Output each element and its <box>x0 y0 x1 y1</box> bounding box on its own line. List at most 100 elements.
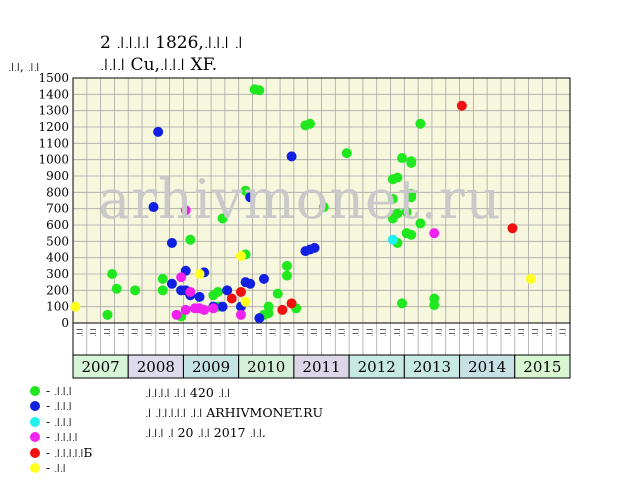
year-label: 2015 <box>523 358 561 376</box>
y-axis-label: ꜌꜌, ꜌꜌ <box>8 60 40 74</box>
quarter-label: ꜌꜌ <box>296 328 306 337</box>
data-point-green <box>157 285 168 296</box>
data-point-green <box>281 270 292 281</box>
data-point-magenta <box>171 309 182 320</box>
quarter-label: ꜌꜌ <box>324 328 334 337</box>
note-line: ꜌꜌꜌꜌ ꜌꜌ 420 ꜌꜌ <box>145 385 231 400</box>
y-tick-label: 700 <box>46 202 69 216</box>
data-point-blue <box>148 202 159 213</box>
year-label: 2008 <box>137 358 175 376</box>
quarter-label: ꜌꜌ <box>365 328 375 337</box>
plot-border <box>72 77 571 324</box>
data-point-magenta <box>180 205 191 216</box>
quarter-label: ꜌꜌ <box>503 328 513 337</box>
legend-item: - ꜌꜌꜌ <box>30 414 92 430</box>
quarter-label: ꜌꜌ <box>282 328 292 337</box>
legend-dot-yellow <box>30 463 40 474</box>
data-point-magenta <box>199 304 210 315</box>
quarter-label: ꜌꜌ <box>158 328 168 337</box>
data-point-green <box>392 208 403 219</box>
data-point-green <box>217 213 228 224</box>
year-label: 2007 <box>82 358 120 376</box>
legend-label: - ꜌꜌꜌ <box>46 414 72 429</box>
data-point-blue <box>166 237 177 248</box>
data-point-green <box>212 286 223 297</box>
data-point-magenta <box>180 304 191 315</box>
y-tick-label: 600 <box>46 218 69 232</box>
quarter-label: ꜌꜌ <box>448 328 458 337</box>
quarter-label: ꜌꜌ <box>172 328 182 337</box>
data-point-green <box>406 229 417 240</box>
data-point-green <box>341 148 352 159</box>
legend-item: - ꜌꜌꜌꜌ <box>30 430 92 446</box>
legend-item: - ꜌꜌꜌ <box>30 383 92 399</box>
quarter-label: ꜌꜌ <box>434 328 444 337</box>
legend-dot-red <box>30 447 40 458</box>
legend-item: - ꜌꜌ <box>30 461 92 477</box>
data-point-green <box>304 118 315 129</box>
data-point-green <box>111 283 122 294</box>
data-point-cyan <box>387 234 398 245</box>
year-label: 2009 <box>192 358 230 376</box>
year-label: 2010 <box>247 358 285 376</box>
quarter-label: ꜌꜌ <box>310 328 320 337</box>
data-point-yellow <box>240 296 251 307</box>
watermark-text: arhivmonet.ru <box>98 168 502 231</box>
data-point-green <box>392 172 403 183</box>
quarter-label: ꜌꜌ <box>213 328 223 337</box>
data-point-green <box>397 153 408 164</box>
data-point-green <box>406 192 417 203</box>
legend-label: - ꜌꜌ <box>46 461 66 476</box>
data-point-red <box>277 304 288 315</box>
data-point-blue <box>286 151 297 162</box>
data-point-blue <box>309 242 320 253</box>
data-point-magenta <box>235 309 246 320</box>
data-point-green <box>185 234 196 245</box>
data-point-blue <box>258 273 269 284</box>
quarter-label: ꜌꜌ <box>531 328 541 337</box>
data-point-green <box>406 157 417 168</box>
legend-dot-green <box>30 385 40 396</box>
year-label: 2011 <box>302 358 340 376</box>
data-point-green <box>429 300 440 311</box>
quarter-label: ꜌꜌ <box>379 328 389 337</box>
data-point-red <box>456 100 467 111</box>
y-tick-label: 400 <box>46 251 69 265</box>
data-point-yellow <box>525 273 536 284</box>
data-point-green <box>281 260 292 271</box>
data-point-blue <box>217 301 228 312</box>
y-tick-label: 1000 <box>38 153 69 167</box>
data-point-blue <box>245 192 256 203</box>
data-point-green <box>415 218 426 229</box>
quarter-label: ꜌꜌ <box>517 328 527 337</box>
y-tick-label: 1300 <box>38 104 69 118</box>
quarter-label: ꜌꜌ <box>200 328 210 337</box>
data-point-blue <box>254 313 265 324</box>
data-point-green <box>157 273 168 284</box>
quarter-label: ꜌꜌ <box>103 328 113 337</box>
y-tick-label: 300 <box>46 267 69 281</box>
legend-label: - ꜌꜌꜌ <box>46 383 72 398</box>
legend-dot-magenta <box>30 432 40 443</box>
data-point-green <box>107 269 118 279</box>
year-label: 2012 <box>358 358 396 376</box>
quarter-label: ꜌꜌ <box>559 328 569 337</box>
y-tick-label: 200 <box>46 283 69 297</box>
data-point-yellow <box>194 269 205 279</box>
quarter-label: ꜌꜌ <box>131 328 141 337</box>
data-point-green <box>130 285 141 296</box>
data-point-blue <box>166 278 177 289</box>
data-point-green <box>318 202 329 213</box>
y-tick-label: 1500 <box>38 71 69 85</box>
y-tick-label: 100 <box>46 300 69 314</box>
quarter-label: ꜌꜌ <box>393 328 403 337</box>
quarter-label: ꜌꜌ <box>227 328 237 337</box>
data-point-green <box>263 308 274 319</box>
data-point-green <box>387 193 398 204</box>
data-point-red <box>507 223 518 234</box>
data-point-green <box>397 298 408 309</box>
data-point-magenta <box>185 286 196 297</box>
data-point-green <box>102 309 113 320</box>
y-tick-label: 1200 <box>38 120 69 134</box>
